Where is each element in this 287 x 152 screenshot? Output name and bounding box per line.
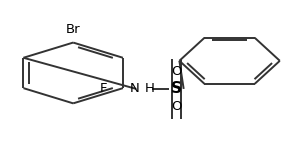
- Text: O: O: [171, 100, 182, 113]
- Text: H: H: [145, 82, 155, 95]
- Text: S: S: [171, 81, 182, 96]
- Text: O: O: [171, 65, 182, 78]
- Text: F: F: [100, 82, 107, 95]
- Text: Br: Br: [66, 23, 80, 36]
- Text: N: N: [130, 82, 140, 95]
